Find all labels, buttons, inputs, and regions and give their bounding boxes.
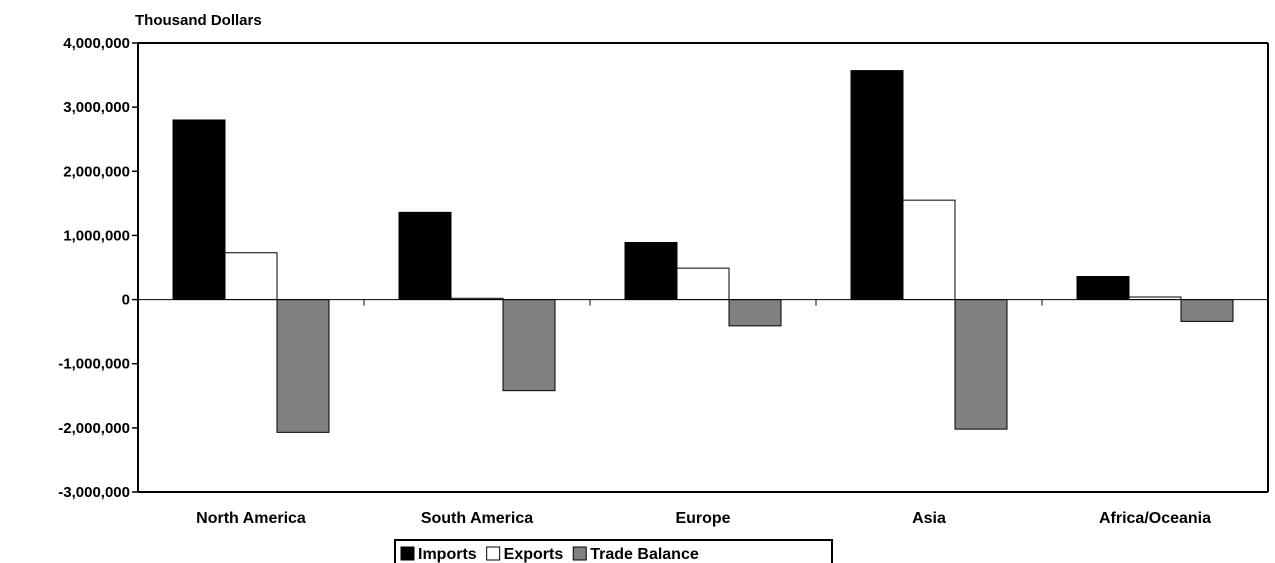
x-tick-label: North America [196,510,306,527]
x-tick-label: Europe [675,510,730,527]
legend-swatch [572,546,587,561]
y-tick-label: 3,000,000 [63,99,130,116]
x-tick-label: Africa/Oceania [1099,510,1211,527]
y-tick-label: -1,000,000 [58,356,130,373]
bar-trade-balance [502,299,556,392]
bar-imports [172,119,226,301]
y-axis-title: Thousand Dollars [135,12,262,29]
legend-swatch [486,546,501,561]
legend-box [394,539,833,563]
legend-label: Imports [418,546,477,563]
legend-swatch [400,546,415,561]
legend-label: Exports [504,546,564,563]
bar-imports [624,241,678,301]
bars [172,70,1234,433]
axes: 4,000,000 3,000,000 2,000,000 1,000,000 0 -1,… [58,35,1269,527]
y-tick-label: 4,000,000 [63,35,130,52]
bar-imports [398,211,452,301]
y-tick-label: -2,000,000 [58,420,130,437]
bar-imports [1076,275,1130,301]
x-tick-label: South America [421,510,533,527]
y-tick-label: 0 [122,292,130,309]
bar-trade-balance [728,299,782,327]
bar-imports [850,70,904,301]
legend: Imports Exports Trade Balance [394,539,833,563]
x-tick-label: Asia [912,510,946,527]
bar-trade-balance [954,299,1008,430]
legend-label: Trade Balance [590,546,699,563]
bar-exports [902,199,956,301]
bar-exports [676,267,730,301]
bar-trade-balance [276,299,330,433]
y-tick-label: 2,000,000 [63,163,130,180]
y-tick-label: -3,000,000 [58,484,130,501]
bar-exports [224,252,278,301]
bar-trade-balance [1180,299,1234,322]
y-tick-label: 1,000,000 [63,227,130,244]
